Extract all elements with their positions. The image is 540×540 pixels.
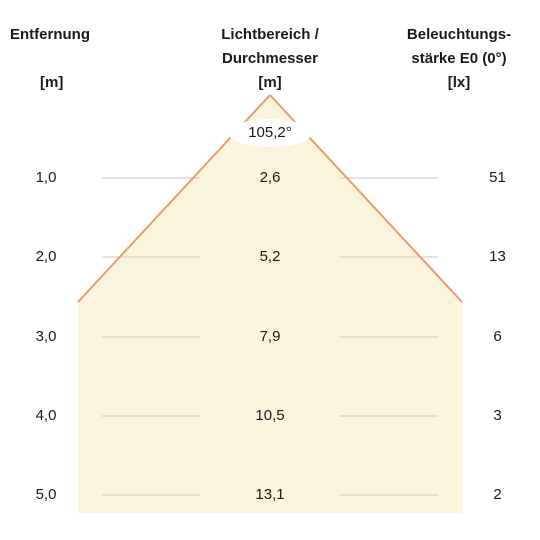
light-cone-area: [78, 95, 462, 513]
illuminance-header-title-line2: stärke E0 (0°): [411, 50, 507, 67]
distance-value: 5,0: [35, 486, 57, 503]
distance-value: 4,0: [35, 407, 57, 424]
distance-value: 2,0: [35, 248, 57, 265]
distance-gridlines: [102, 177, 438, 496]
diameter-value: 13,1: [255, 486, 285, 503]
distance-value: 3,0: [35, 328, 57, 345]
illuminance-value: 13: [489, 248, 506, 265]
beam-angle-label: 105,2°: [248, 124, 292, 141]
diameter-value: 2,6: [259, 169, 281, 186]
angle-label-backdrop: [228, 119, 312, 147]
diameter-value: 5,2: [259, 248, 281, 265]
illuminance-header-title-line1: Beleuchtungs-: [406, 26, 512, 43]
illuminance-header-unit: [lx]: [447, 74, 471, 91]
distance-header: Entfernung [m]: [10, 23, 90, 95]
diameter-value: 7,9: [259, 328, 281, 345]
illuminance-value: 6: [493, 328, 502, 345]
distance-value: 1,0: [35, 169, 57, 186]
diameter-header-unit: [m]: [258, 74, 282, 91]
diameter-header-title-line1: Lichtbereich /: [221, 26, 319, 43]
distance-header-unit: [m]: [40, 74, 64, 91]
diameter-header: Lichtbereich / Durchmesser [m]: [190, 23, 350, 95]
illuminance-header: Beleuchtungs- stärke E0 (0°) [lx]: [394, 23, 524, 95]
illuminance-value: 3: [493, 407, 502, 424]
diameter-value: 10,5: [255, 407, 285, 424]
distance-header-title: Entfernung: [10, 26, 90, 43]
diameter-header-title-line2: Durchmesser: [222, 50, 318, 67]
illuminance-value: 51: [489, 169, 506, 186]
illuminance-value: 2: [493, 486, 502, 503]
